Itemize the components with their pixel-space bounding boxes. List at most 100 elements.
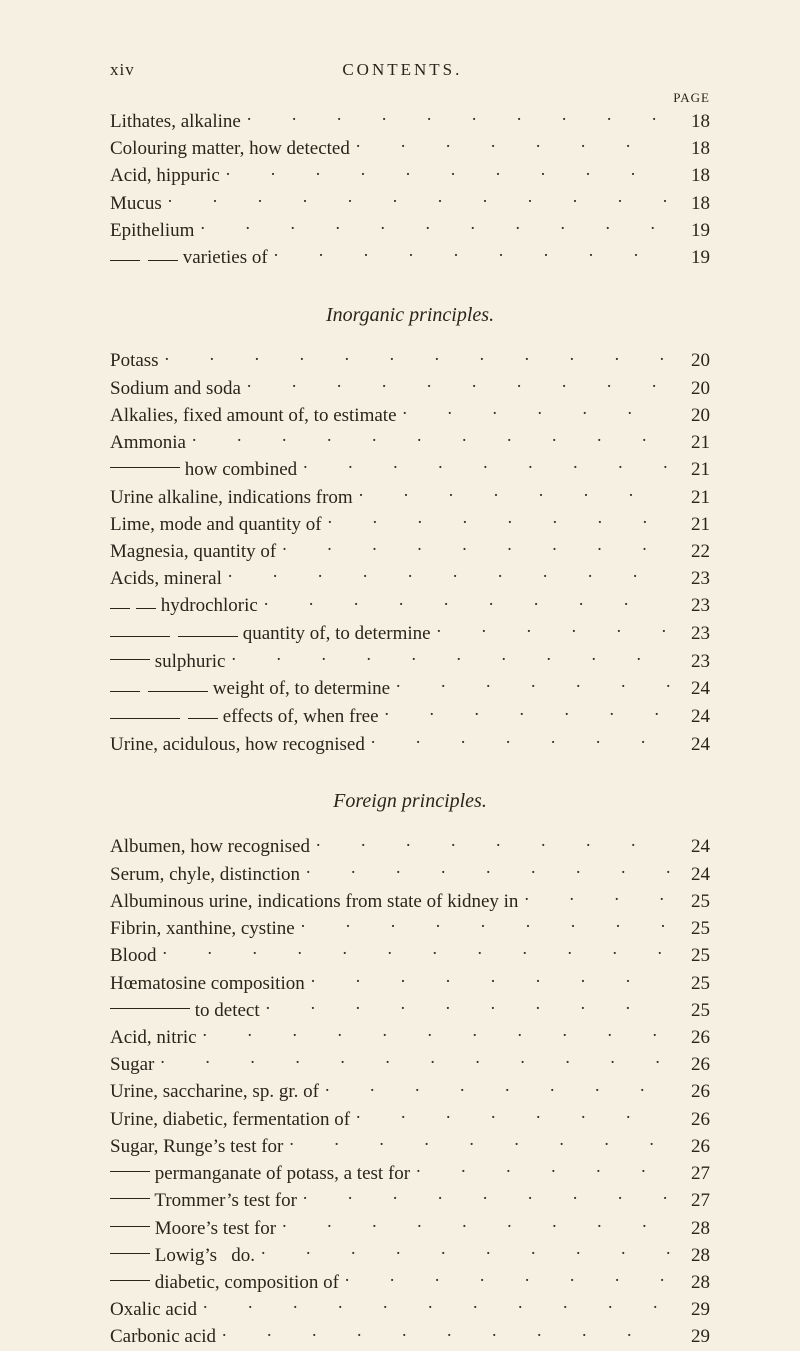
ditto-rule bbox=[110, 1253, 150, 1254]
leader-dots bbox=[226, 162, 670, 181]
entry-text: Urine, saccharine, sp. gr. of bbox=[110, 1081, 319, 1102]
contents-entry: Trommer’s test for27 bbox=[110, 1187, 710, 1214]
contents-entry: Potass20 bbox=[110, 347, 710, 374]
entry-page-number: 18 bbox=[676, 163, 710, 189]
contents-entry: Lithates, alkaline 18 bbox=[110, 108, 710, 135]
leader-dots bbox=[356, 1106, 670, 1125]
entry-label: Lithates, alkaline bbox=[110, 109, 241, 135]
leader-dots bbox=[385, 703, 670, 722]
contents-entry: sulphuric23 bbox=[110, 648, 710, 675]
contents-entry: Magnesia, quantity of22 bbox=[110, 538, 710, 565]
entry-label: how combined bbox=[110, 457, 297, 483]
page: xiv CONTENTS. PAGE Lithates, alkaline18C… bbox=[0, 0, 800, 1297]
leader-dots bbox=[192, 429, 670, 448]
leader-dots bbox=[301, 915, 670, 934]
entry-text: how combined bbox=[180, 459, 297, 480]
entry-page-number: 26 bbox=[676, 1052, 710, 1078]
contents-entry: diabetic, composition of 28 bbox=[110, 1269, 710, 1296]
entry-page-number: 27 bbox=[676, 1188, 710, 1214]
entry-text: Blood bbox=[110, 945, 156, 966]
leader-dots bbox=[160, 1051, 670, 1070]
entry-page-number: 24 bbox=[676, 704, 710, 730]
entry-page-number: 24 bbox=[676, 834, 710, 860]
entry-text: permanganate of potass, a test for bbox=[150, 1163, 410, 1184]
contents-entry: Acid, nitric26 bbox=[110, 1024, 710, 1051]
entry-label: Oxalic acid bbox=[110, 1297, 197, 1323]
entry-label: Blood bbox=[110, 943, 156, 969]
leader-dots bbox=[303, 1187, 670, 1206]
contents-entry: Epithelium19 bbox=[110, 217, 710, 244]
entry-label: Albumen, how recognised bbox=[110, 834, 310, 860]
entry-page-number: 23 bbox=[676, 621, 710, 647]
entry-label: Urine, saccharine, sp. gr. of bbox=[110, 1079, 319, 1105]
entry-label: Acid, hippuric bbox=[110, 163, 220, 189]
entry-page-number: 21 bbox=[676, 485, 710, 511]
entry-text: weight of, to determine bbox=[208, 678, 390, 699]
contents-entry: quantity of, to determine 23 bbox=[110, 620, 710, 648]
entry-page-number: 28 bbox=[676, 1243, 710, 1269]
ditto-rule bbox=[110, 701, 218, 727]
entry-label: Magnesia, quantity of bbox=[110, 539, 276, 565]
contents-entry: hydrochloric23 bbox=[110, 592, 710, 620]
entry-label: Carbonic acid bbox=[110, 1324, 216, 1350]
leader-dots bbox=[524, 888, 670, 907]
contents-entry: Sugar, Runge’s test for 26 bbox=[110, 1133, 710, 1160]
entry-label: sulphuric bbox=[110, 649, 225, 675]
contents-entry: Serum, chyle, distinction24 bbox=[110, 861, 710, 888]
entry-page-number: 18 bbox=[676, 136, 710, 162]
contents-entry: Colouring matter, how detected 18 bbox=[110, 135, 710, 162]
contents-entry: effects of, when free24 bbox=[110, 703, 710, 731]
leader-dots bbox=[203, 1296, 670, 1315]
ditto-rule bbox=[110, 1171, 150, 1172]
leader-dots bbox=[403, 402, 670, 421]
ditto-rule bbox=[110, 659, 150, 660]
entry-text: Lithates, alkaline bbox=[110, 111, 241, 132]
entry-label: diabetic, composition of bbox=[110, 1270, 339, 1296]
entry-text: Sugar, Runge’s test for bbox=[110, 1136, 283, 1157]
entry-label: Alkalies, fixed amount of, to estimate bbox=[110, 403, 397, 429]
entry-text: Hœmatosine composition bbox=[110, 973, 305, 994]
leader-dots bbox=[437, 620, 670, 639]
entry-page-number: 21 bbox=[676, 430, 710, 456]
leader-dots bbox=[396, 675, 670, 694]
section-heading: Inorganic principles. bbox=[110, 302, 710, 330]
contents-entry: Fibrin, xanthine, cystine25 bbox=[110, 915, 710, 942]
entry-page-number: 24 bbox=[676, 732, 710, 758]
entry-page-number: 23 bbox=[676, 593, 710, 619]
entry-page-number: 29 bbox=[676, 1324, 710, 1350]
entry-page-number: 20 bbox=[676, 403, 710, 429]
entry-label: varieties of bbox=[110, 245, 268, 272]
entry-text: Acids, mineral bbox=[110, 568, 222, 589]
entry-page-number: 28 bbox=[676, 1270, 710, 1296]
contents-entry: weight of, to determine24 bbox=[110, 675, 710, 703]
entry-page-number: 26 bbox=[676, 1134, 710, 1160]
entry-label: Epithelium bbox=[110, 218, 194, 244]
entry-page-number: 18 bbox=[676, 109, 710, 135]
entry-text: Mucus bbox=[110, 193, 162, 214]
ditto-rule bbox=[110, 591, 156, 617]
running-title: CONTENTS. bbox=[135, 60, 670, 80]
entry-text: sulphuric bbox=[150, 651, 225, 672]
entry-page-number: 29 bbox=[676, 1297, 710, 1323]
leader-dots bbox=[325, 1078, 670, 1097]
contents-entry: Urine, acidulous, how recognised24 bbox=[110, 731, 710, 758]
leader-dots bbox=[282, 1215, 670, 1234]
entry-text: quantity of, to determine bbox=[238, 623, 431, 644]
entry-text: Oxalic acid bbox=[110, 1299, 197, 1320]
leader-dots bbox=[371, 731, 670, 750]
entry-page-number: 19 bbox=[676, 245, 710, 271]
contents-entry: Urine alkaline, indications from21 bbox=[110, 484, 710, 511]
entry-label: Ammonia bbox=[110, 430, 186, 456]
leader-dots bbox=[162, 942, 670, 961]
entry-label: Colouring matter, how detected bbox=[110, 136, 350, 162]
contents-entry: Lowig’s do.28 bbox=[110, 1242, 710, 1269]
entry-label: Lime, mode and quantity of bbox=[110, 512, 322, 538]
entry-label: Serum, chyle, distinction bbox=[110, 862, 300, 888]
leader-dots bbox=[228, 565, 670, 584]
entry-text: Albuminous urine, indications from state… bbox=[110, 891, 518, 912]
entry-text: Ammonia bbox=[110, 432, 186, 453]
ditto-rule bbox=[110, 1226, 150, 1227]
ditto-rule bbox=[110, 1008, 190, 1009]
entry-label: Potass bbox=[110, 348, 159, 374]
contents-entry: Moore’s test for28 bbox=[110, 1215, 710, 1242]
